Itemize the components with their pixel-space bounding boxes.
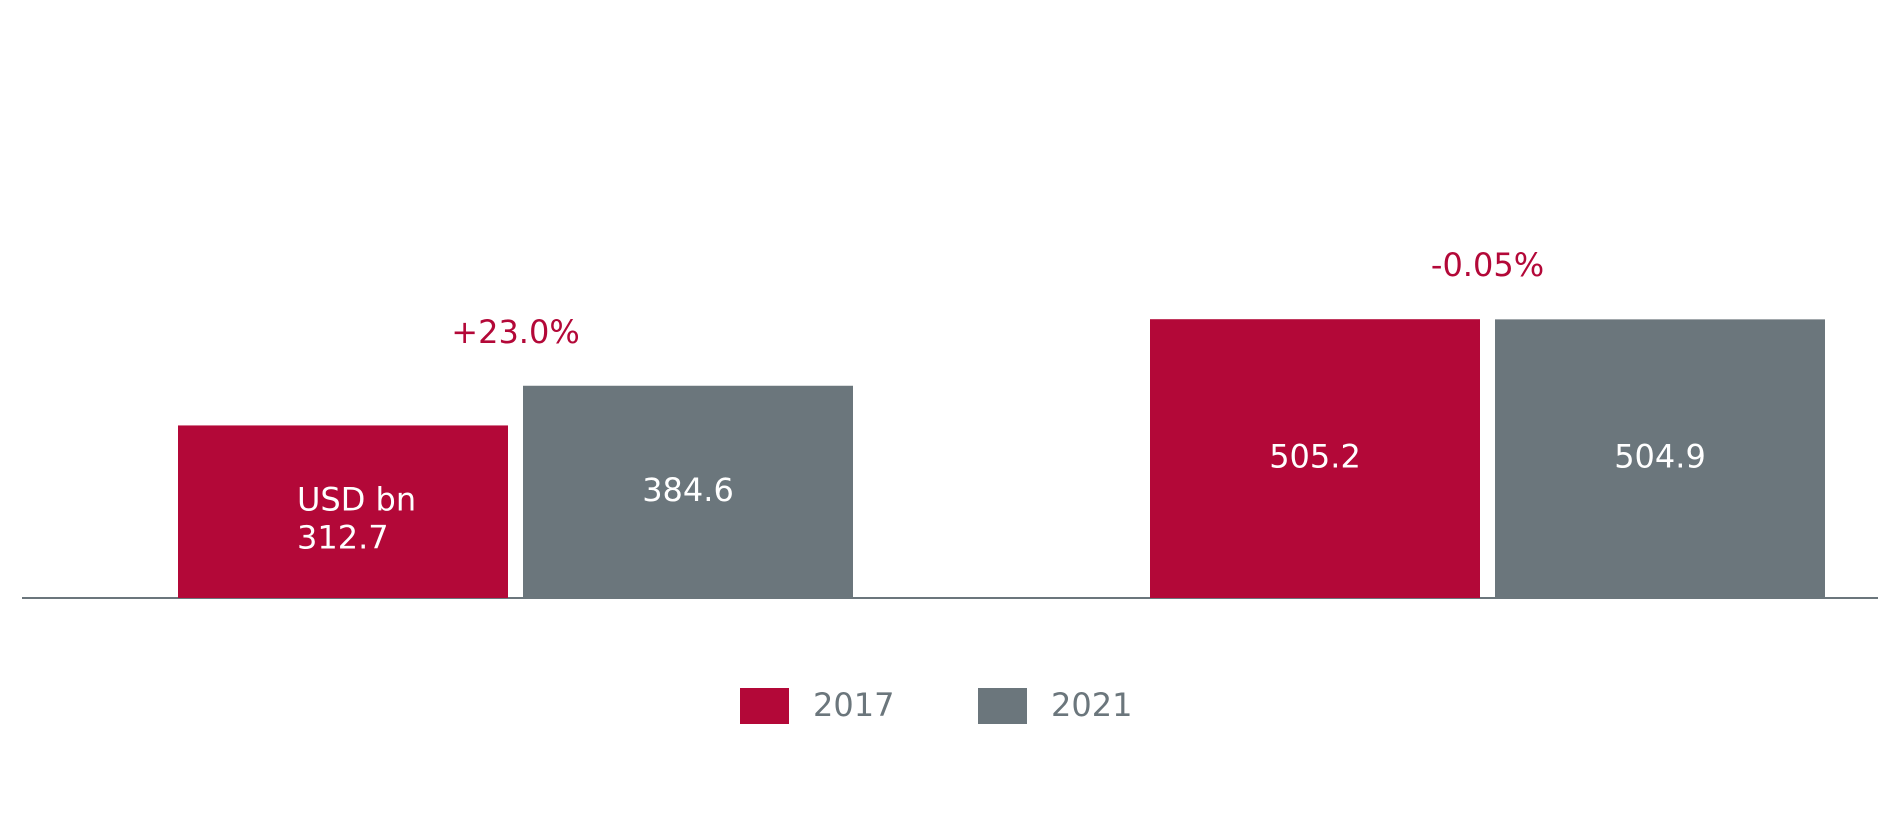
- legend-swatch: [978, 688, 1027, 724]
- change-annotation: +23.0%: [451, 313, 579, 351]
- legend-label: 2021: [1051, 686, 1132, 724]
- bar: [1150, 319, 1480, 598]
- bar: [523, 385, 853, 598]
- value-label: 312.7: [297, 519, 389, 557]
- legend-label: 2017: [813, 686, 894, 724]
- value-label: 505.2: [1269, 438, 1361, 476]
- bar: [178, 425, 508, 598]
- bar: [1495, 319, 1825, 598]
- value-label: 384.6: [642, 471, 734, 509]
- unit-label: USD bn: [297, 481, 416, 519]
- legend-swatch: [740, 688, 789, 724]
- value-label: 504.9: [1614, 438, 1706, 476]
- change-annotation: -0.05%: [1431, 246, 1544, 284]
